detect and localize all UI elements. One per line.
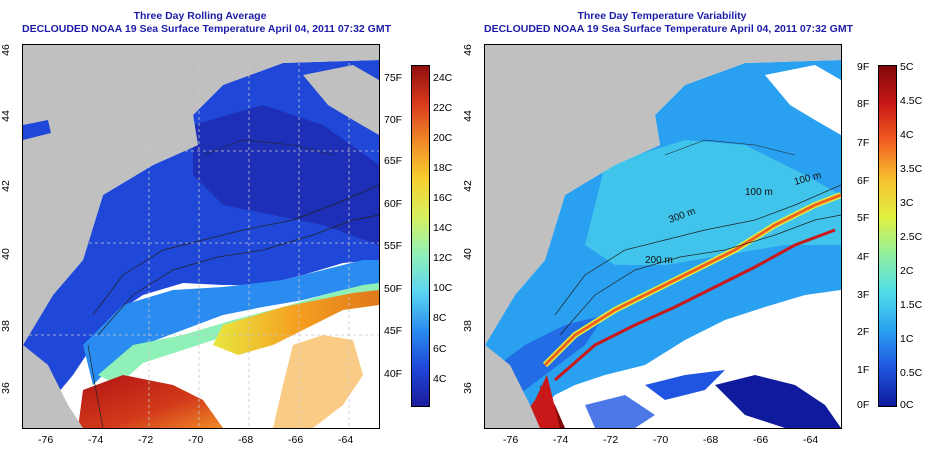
c-label: 14C — [433, 222, 453, 234]
c-label: 2.5C — [900, 231, 923, 243]
contour-label: 100 m — [745, 187, 773, 198]
right-title-line1: Three Day Temperature Variability — [577, 10, 747, 22]
left-y-tick-label: 36 — [0, 382, 12, 394]
left-sst-map[interactable] — [22, 44, 380, 429]
right-y-tick-label: 44 — [461, 110, 474, 122]
left-y-tick-label: 46 — [0, 44, 12, 56]
right-x-tick-label: -68 — [703, 434, 719, 446]
left-y-tick-label: 42 — [0, 180, 12, 192]
left-x-tick-label: -68 — [238, 434, 254, 446]
left-title-line1: Three Day Rolling Average — [133, 10, 267, 22]
f-label: 2F — [857, 326, 870, 338]
left-x-tick-label: -64 — [338, 434, 354, 446]
sst-variability-image: 300 m 200 m 100 m 100 m — [485, 45, 841, 428]
c-label: 22C — [433, 102, 453, 114]
right-y-tick-label: 40 — [461, 248, 474, 260]
c-label: 1C — [900, 333, 914, 345]
right-y-tick-label: 38 — [461, 320, 474, 332]
c-label: 1.5C — [900, 299, 923, 311]
left-y-tick-label: 40 — [0, 248, 12, 260]
f-label: 55F — [384, 240, 403, 252]
c-label: 5C — [900, 61, 914, 73]
right-title: Three Day Temperature Variability DECLOU… — [484, 10, 853, 35]
right-x-tick-label: -70 — [653, 434, 669, 446]
left-x-tick-label: -70 — [188, 434, 204, 446]
f-label: 7F — [857, 137, 870, 149]
f-label: 40F — [384, 368, 403, 380]
c-label: 3C — [900, 197, 914, 209]
c-label: 18C — [433, 162, 453, 174]
c-label: 8C — [433, 312, 447, 324]
left-y-tick-label: 38 — [0, 320, 12, 332]
f-label: 65F — [384, 155, 403, 167]
c-label: 16C — [433, 192, 453, 204]
c-label: 3.5C — [900, 163, 923, 175]
f-label: 75F — [384, 72, 403, 84]
c-label: 4C — [900, 129, 914, 141]
left-x-tick-label: -76 — [38, 434, 54, 446]
left-colorbar — [411, 65, 430, 407]
f-label: 1F — [857, 364, 870, 376]
f-label: 9F — [857, 61, 870, 73]
right-variability-map[interactable]: 300 m 200 m 100 m 100 m — [484, 44, 842, 429]
c-label: 0.5C — [900, 367, 923, 379]
c-label: 4.5C — [900, 95, 923, 107]
f-label: 50F — [384, 283, 403, 295]
c-label: 4C — [433, 373, 447, 385]
c-label: 0C — [900, 399, 914, 411]
left-y-tick-label: 44 — [0, 110, 12, 122]
c-label: 24C — [433, 72, 453, 84]
left-x-tick-label: -74 — [88, 434, 104, 446]
left-colorbar-gradient — [412, 66, 429, 406]
right-x-tick-label: -74 — [553, 434, 569, 446]
f-label: 0F — [857, 399, 870, 411]
f-label: 4F — [857, 251, 870, 263]
right-x-tick-label: -72 — [603, 434, 619, 446]
left-x-tick-label: -66 — [288, 434, 304, 446]
c-label: 6C — [433, 343, 447, 355]
left-title-line2: DECLOUDED NOAA 19 Sea Surface Temperatur… — [22, 22, 391, 35]
f-label: 70F — [384, 114, 403, 126]
right-y-tick-label: 36 — [461, 382, 474, 394]
f-label: 3F — [857, 289, 870, 301]
left-x-tick-label: -72 — [138, 434, 154, 446]
f-label: 60F — [384, 198, 403, 210]
right-title-line2: DECLOUDED NOAA 19 Sea Surface Temperatur… — [484, 22, 853, 35]
c-label: 12C — [433, 252, 453, 264]
c-label: 2C — [900, 265, 914, 277]
sst-average-image — [23, 45, 379, 428]
right-x-tick-label: -76 — [503, 434, 519, 446]
f-label: 8F — [857, 98, 870, 110]
right-y-tick-label: 42 — [461, 180, 474, 192]
right-y-tick-label: 46 — [461, 44, 474, 56]
right-colorbar — [878, 65, 897, 407]
left-title: Three Day Rolling Average DECLOUDED NOAA… — [22, 10, 391, 35]
right-x-tick-label: -64 — [803, 434, 819, 446]
f-label: 5F — [857, 212, 870, 224]
f-label: 6F — [857, 175, 870, 187]
f-label: 45F — [384, 325, 403, 337]
right-x-tick-label: -66 — [753, 434, 769, 446]
right-colorbar-gradient — [879, 66, 896, 406]
c-label: 10C — [433, 282, 453, 294]
contour-label: 200 m — [645, 255, 673, 266]
c-label: 20C — [433, 132, 453, 144]
